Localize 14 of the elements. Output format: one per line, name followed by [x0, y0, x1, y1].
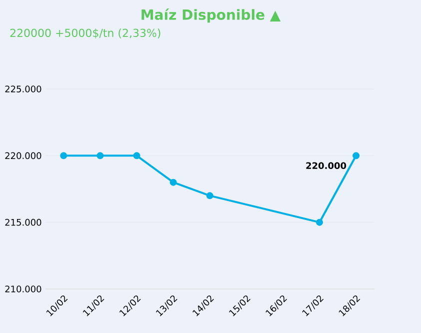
point: [96, 152, 104, 160]
point: [133, 152, 140, 160]
point: [170, 178, 177, 186]
y-tick-label: 215.000: [5, 218, 42, 226]
chart-title: Maíz Disponible ▲: [142, 8, 281, 23]
chart-subtitle: 220000 +5000$/tn (2,33%): [10, 28, 160, 39]
point: [206, 192, 214, 200]
point: [316, 218, 323, 226]
y-tick-label: 220.000: [5, 152, 42, 160]
point: [352, 152, 360, 160]
y-tick-label: 210.000: [5, 286, 42, 292]
point: [60, 152, 68, 160]
y-tick-label: 225.000: [5, 86, 42, 92]
data-label: 220.000: [306, 162, 346, 170]
